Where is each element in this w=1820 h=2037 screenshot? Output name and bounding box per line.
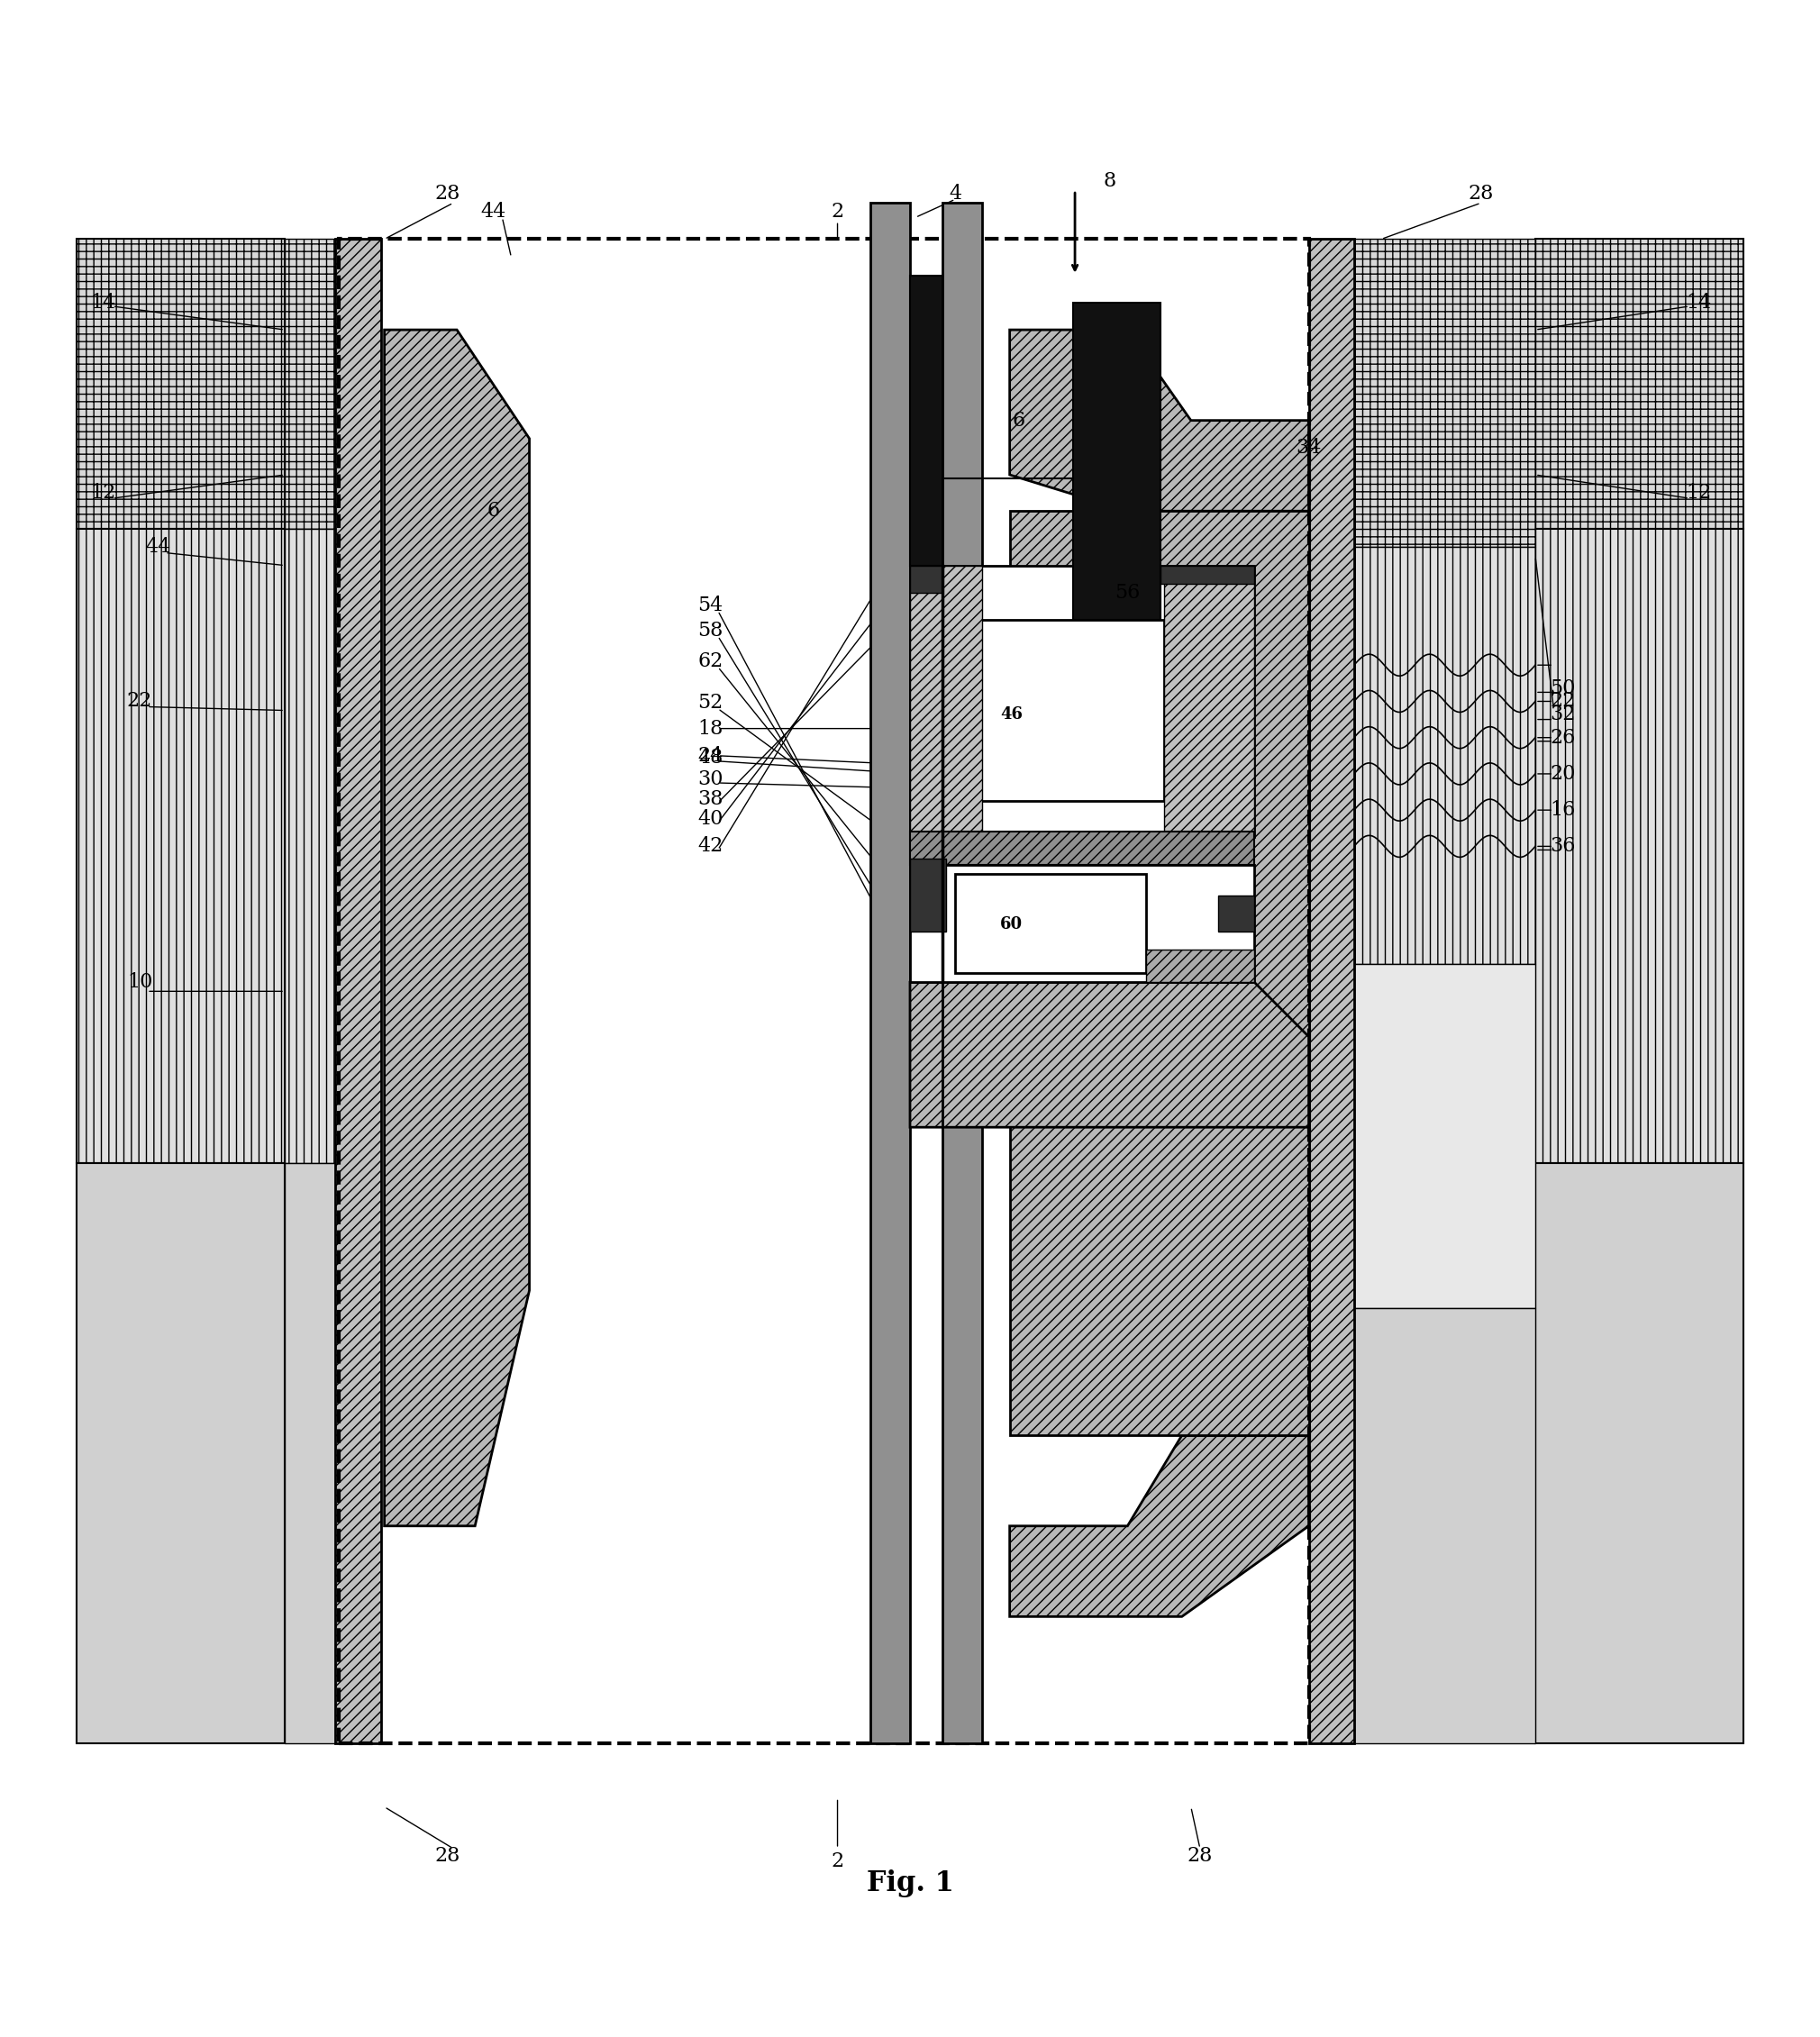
- Bar: [870, 204, 910, 1744]
- Bar: [335, 238, 380, 1744]
- Polygon shape: [1010, 330, 1309, 511]
- Bar: [910, 566, 943, 593]
- Bar: [910, 864, 1254, 982]
- Bar: [339, 238, 1309, 1744]
- Text: 2: 2: [832, 1852, 844, 1872]
- Text: 22: 22: [127, 691, 153, 711]
- Bar: [1145, 949, 1254, 982]
- Text: 32: 32: [1549, 705, 1576, 723]
- Bar: [1536, 238, 1744, 530]
- Bar: [76, 238, 284, 530]
- Text: 28: 28: [435, 183, 460, 204]
- Text: 38: 38: [697, 788, 724, 809]
- Text: 10: 10: [127, 972, 153, 992]
- Bar: [76, 530, 284, 1163]
- Text: 12: 12: [91, 483, 116, 503]
- Text: 20: 20: [1549, 764, 1576, 784]
- Text: 44: 44: [146, 538, 171, 558]
- Bar: [1536, 530, 1744, 1163]
- Bar: [910, 566, 983, 837]
- Polygon shape: [384, 330, 530, 1526]
- Bar: [284, 238, 335, 530]
- Text: 28: 28: [435, 1846, 460, 1866]
- Text: 48: 48: [697, 748, 723, 768]
- Bar: [1354, 964, 1536, 1308]
- Bar: [946, 619, 1163, 801]
- Bar: [76, 1163, 284, 1744]
- Text: 62: 62: [697, 652, 723, 672]
- Bar: [284, 530, 335, 1163]
- Bar: [943, 204, 983, 1744]
- Bar: [956, 874, 1145, 974]
- Text: 30: 30: [697, 770, 724, 788]
- Text: 44: 44: [480, 202, 506, 222]
- Text: 36: 36: [1549, 837, 1576, 856]
- Text: 26: 26: [1551, 727, 1576, 748]
- Text: 52: 52: [697, 693, 723, 713]
- Text: Fig. 1: Fig. 1: [866, 1870, 954, 1898]
- Polygon shape: [910, 982, 1309, 1126]
- Text: 16: 16: [1551, 801, 1576, 821]
- Bar: [1354, 548, 1536, 964]
- Text: 6: 6: [1012, 411, 1025, 430]
- Text: 34: 34: [1296, 438, 1321, 458]
- Text: 56: 56: [1116, 583, 1139, 603]
- Bar: [1163, 566, 1254, 837]
- Bar: [910, 566, 1254, 837]
- Text: 46: 46: [1001, 707, 1023, 723]
- Bar: [910, 275, 943, 566]
- Bar: [1074, 304, 1159, 619]
- Bar: [1354, 1308, 1536, 1744]
- Text: 28: 28: [1187, 1846, 1212, 1866]
- Text: 24: 24: [697, 746, 723, 766]
- Text: 8: 8: [1103, 171, 1116, 191]
- Text: 2: 2: [832, 202, 844, 222]
- Bar: [910, 860, 946, 931]
- Text: 54: 54: [697, 595, 723, 615]
- Text: 14: 14: [91, 293, 116, 312]
- Bar: [1536, 1163, 1744, 1744]
- Text: 22: 22: [1551, 691, 1576, 711]
- Bar: [1218, 894, 1254, 931]
- Text: 4: 4: [948, 183, 961, 204]
- Text: 40: 40: [697, 809, 723, 829]
- Text: 58: 58: [697, 621, 723, 640]
- Text: 50: 50: [1549, 678, 1576, 699]
- Text: 28: 28: [1469, 183, 1494, 204]
- Text: 12: 12: [1685, 483, 1711, 503]
- Bar: [1010, 511, 1309, 1436]
- Bar: [1309, 238, 1354, 1744]
- Polygon shape: [1010, 1436, 1309, 1617]
- Text: 60: 60: [1001, 917, 1023, 933]
- Text: 18: 18: [697, 719, 723, 739]
- Bar: [1354, 238, 1536, 548]
- Text: 42: 42: [697, 837, 723, 856]
- Bar: [284, 1163, 335, 1744]
- Text: 6: 6: [486, 501, 499, 521]
- Text: 14: 14: [1685, 293, 1711, 312]
- Bar: [910, 831, 1254, 864]
- Bar: [1159, 566, 1254, 583]
